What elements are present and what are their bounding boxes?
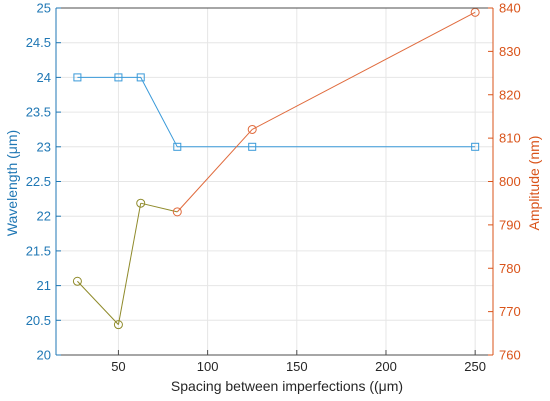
- wavelength-square-marker: [73, 73, 82, 82]
- left-y-tick-label: 21.5: [26, 243, 51, 258]
- right-y-tick-label: 790: [499, 217, 521, 232]
- right-y-tick-label: 780: [499, 261, 521, 276]
- amplitude-circle-marker: [247, 124, 257, 134]
- amplitude-series-segment: [117, 203, 142, 325]
- left-y-tick-label: 25: [37, 1, 51, 16]
- wavelength-series-line: [77, 76, 476, 148]
- left-y-tick-label: 22: [37, 209, 51, 224]
- amplitude-series-segment: [140, 202, 178, 213]
- amplitude-series-segment: [176, 129, 253, 213]
- left-y-tick-label: 23.5: [26, 105, 51, 120]
- right-y-axis-label: Amplitude (nm): [526, 136, 542, 231]
- series-layer: [72, 7, 480, 330]
- amplitude-circle-marker: [113, 320, 123, 330]
- right-y-tick-label: 770: [499, 304, 521, 319]
- grid-layer: [56, 7, 493, 356]
- amplitude-series-segment: [251, 11, 476, 130]
- left-y-tick-label: 24.5: [26, 35, 51, 50]
- right-y-tick-label: 830: [499, 44, 521, 59]
- wavelength-square-marker: [173, 142, 182, 151]
- right-y-tick-label: 800: [499, 174, 521, 189]
- right-y-tick-label: 840: [499, 1, 521, 16]
- x-axis-label: Spacing between imperfections ((μm): [171, 378, 403, 394]
- left-y-tick-label: 20.5: [26, 313, 51, 328]
- left-y-tick-label: 21: [37, 278, 51, 293]
- x-tick-label: 100: [197, 359, 219, 374]
- wavelength-square-marker: [136, 73, 145, 82]
- right-y-tick-label: 810: [499, 131, 521, 146]
- left-y-tick-label: 22.5: [26, 174, 51, 189]
- amplitude-series-segment: [77, 280, 119, 325]
- x-tick-label: 50: [111, 359, 125, 374]
- left-y-tick-label: 24: [37, 70, 51, 85]
- x-tick-label: 250: [464, 359, 486, 374]
- amplitude-circle-marker: [72, 276, 82, 286]
- axes-layer: 50 100 150 200 250 20 20.5 21 21.5 22 22.5 23 23.5 24…: [26, 1, 521, 375]
- right-y-tick-label: 760: [499, 348, 521, 363]
- left-y-tick-label: 20: [37, 348, 51, 363]
- wavelength-square-marker: [471, 142, 480, 151]
- left-y-axis-label: Wavelength (μm): [4, 130, 20, 236]
- wavelength-square-marker: [114, 73, 123, 82]
- x-tick-label: 200: [375, 359, 397, 374]
- amplitude-circle-marker: [136, 198, 146, 208]
- wavelength-square-marker: [248, 142, 257, 151]
- right-y-tick-label: 820: [499, 87, 521, 102]
- amplitude-circle-marker: [172, 207, 182, 217]
- left-y-tick-label: 23: [37, 139, 51, 154]
- x-tick-label: 150: [286, 359, 308, 374]
